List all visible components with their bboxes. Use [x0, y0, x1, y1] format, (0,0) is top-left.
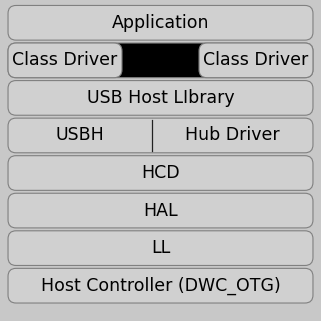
FancyBboxPatch shape [8, 268, 313, 303]
FancyBboxPatch shape [199, 43, 313, 78]
Text: USBH: USBH [56, 126, 105, 144]
FancyBboxPatch shape [8, 43, 122, 78]
FancyBboxPatch shape [8, 43, 313, 78]
Text: LL: LL [151, 239, 170, 257]
FancyBboxPatch shape [8, 231, 313, 265]
FancyBboxPatch shape [8, 193, 313, 228]
Text: USB Host LIbrary: USB Host LIbrary [87, 89, 234, 107]
FancyBboxPatch shape [8, 118, 313, 153]
FancyBboxPatch shape [8, 81, 313, 115]
Text: Class Driver: Class Driver [204, 51, 308, 69]
FancyBboxPatch shape [8, 156, 313, 190]
Text: Class Driver: Class Driver [13, 51, 117, 69]
Text: Hub Driver: Hub Driver [186, 126, 280, 144]
Text: Application: Application [112, 14, 209, 32]
Text: HAL: HAL [143, 202, 178, 220]
FancyBboxPatch shape [8, 5, 313, 40]
Text: Host Controller (DWC_OTG): Host Controller (DWC_OTG) [41, 277, 280, 295]
Text: HCD: HCD [141, 164, 180, 182]
